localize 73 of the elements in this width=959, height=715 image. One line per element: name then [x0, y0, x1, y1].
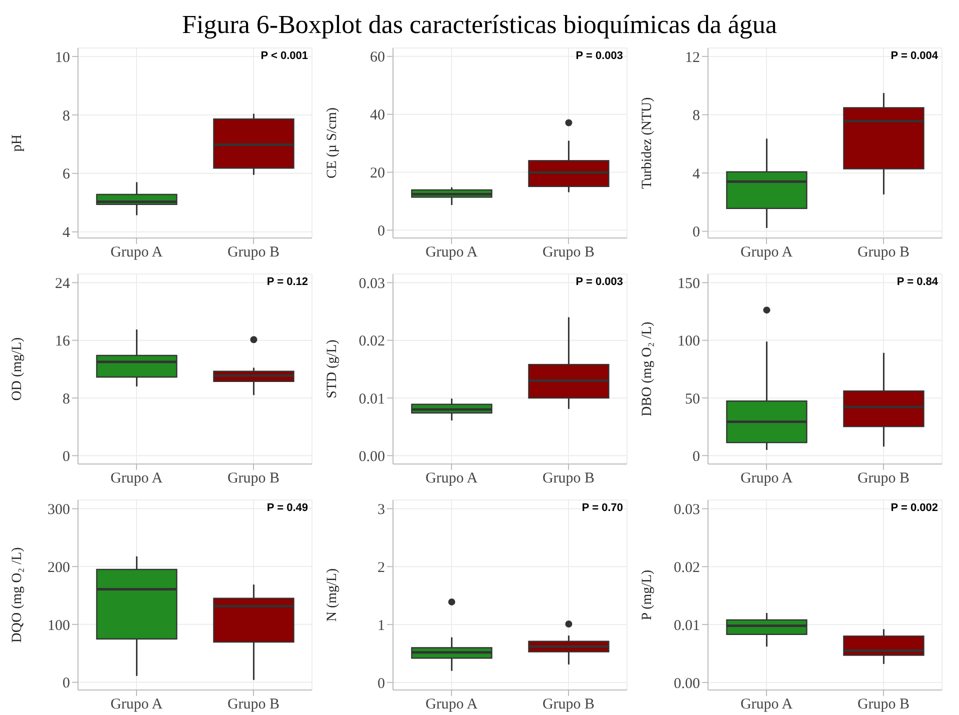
y-tick-label: 0.03 [358, 276, 385, 292]
y-axis-title: OD (mg/L) [10, 336, 25, 401]
y-axis-title: N (mg/L) [324, 568, 340, 622]
annotation: P = 0.49 [266, 502, 308, 514]
y-axis-title: DBO (mg O₂ /L) [640, 321, 655, 416]
x-tick-label: Grupo A [425, 244, 478, 261]
y-axis-title: STD (g/L) [324, 339, 340, 398]
x-tick-label: Grupo B [542, 470, 595, 487]
y-tick-label: 150 [678, 276, 700, 292]
annotation: P = 0.84 [896, 276, 938, 288]
x-tick-label: Grupo B [542, 244, 595, 261]
y-tick-label: 100 [678, 334, 700, 350]
y-tick-label: 0.03 [674, 502, 700, 518]
x-tick-label: Grupo B [857, 696, 910, 713]
y-tick-label: 12 [685, 50, 700, 66]
y-tick-label: 0 [692, 224, 700, 241]
annotation: P = 0.003 [576, 276, 623, 288]
y-tick-label: 3 [378, 502, 385, 518]
annotation: P = 0.70 [582, 502, 623, 514]
y-tick-label: 6 [62, 166, 70, 183]
x-tick-label: Grupo A [425, 696, 478, 713]
y-tick-label: 0.00 [358, 448, 385, 465]
x-tick-label: Grupo A [110, 696, 163, 713]
y-tick-label: 200 [48, 560, 70, 576]
annotation: P = 0.004 [890, 50, 938, 62]
y-tick-label: 24 [55, 276, 70, 292]
y-tick-label: 0.02 [358, 334, 385, 350]
y-tick-label: 60 [370, 50, 385, 66]
y-tick-label: 4 [692, 166, 700, 182]
annotation: P < 0.001 [260, 50, 308, 62]
y-tick-label: 20 [370, 166, 385, 182]
y-tick-label: 0.01 [674, 618, 700, 634]
y-tick-label: 0.00 [674, 676, 700, 692]
y-axis-title: Turbidez (NTU) [640, 96, 655, 189]
y-tick-label: 40 [370, 108, 385, 124]
x-tick-label: Grupo A [740, 696, 793, 713]
y-tick-label: 50 [685, 391, 700, 408]
y-axis-title: P (mg/L) [640, 569, 655, 620]
y-axis-title: pH [10, 134, 25, 152]
y-tick-label: 300 [48, 502, 70, 518]
x-tick-label: Grupo B [227, 470, 280, 487]
annotation: P = 0.003 [576, 50, 623, 62]
y-tick-label: 8 [62, 108, 70, 124]
y-axis-title: DQO (mg O₂ /L) [10, 546, 25, 643]
x-tick-label: Grupo A [425, 470, 478, 487]
x-tick-label: Grupo A [740, 244, 793, 261]
y-tick-label: 0.01 [358, 391, 385, 408]
y-tick-label: 0 [62, 676, 70, 692]
y-tick-label: 0 [378, 224, 385, 240]
y-tick-label: 0 [62, 448, 70, 465]
x-tick-label: Grupo A [110, 470, 163, 487]
y-tick-label: 0.02 [674, 560, 700, 576]
x-tick-label: Grupo B [857, 244, 910, 261]
y-tick-label: 4 [62, 225, 70, 242]
text: Figura 6-Boxplot das características bioquímicas da água [181, 9, 778, 41]
y-tick-label: 0 [692, 448, 700, 465]
y-tick-label: 0 [378, 676, 385, 692]
x-tick-label: Grupo A [110, 244, 163, 261]
annotation: P = 0.12 [266, 276, 308, 288]
y-tick-label: 1 [378, 618, 385, 634]
x-tick-label: Grupo B [857, 470, 910, 487]
y-tick-label: 8 [692, 108, 700, 124]
annotation: P = 0.002 [890, 502, 938, 514]
x-tick-label: Grupo B [227, 696, 280, 713]
y-tick-label: 10 [55, 50, 70, 66]
y-tick-label: 16 [55, 334, 70, 350]
x-tick-label: Grupo B [542, 696, 595, 713]
y-tick-label: 100 [48, 618, 70, 634]
y-tick-label: 8 [62, 391, 70, 408]
y-tick-label: 2 [378, 560, 385, 576]
x-tick-label: Grupo B [227, 244, 280, 261]
y-axis-title: CE (µ S/cm) [324, 107, 340, 179]
x-tick-label: Grupo A [740, 470, 793, 487]
